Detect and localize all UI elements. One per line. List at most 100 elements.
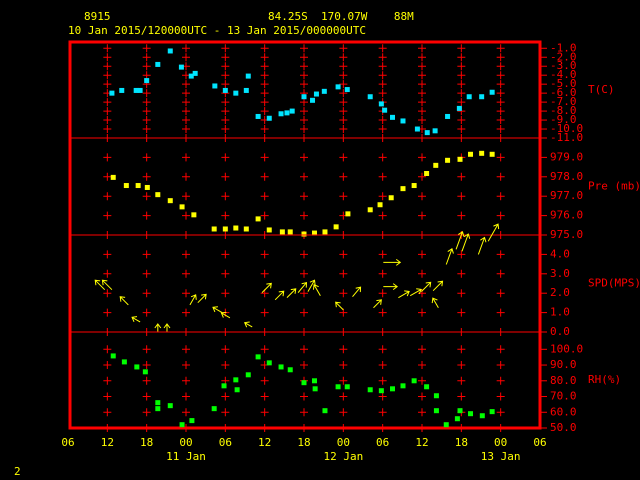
grid-cross	[300, 361, 308, 370]
data-point	[414, 126, 420, 132]
grid-cross	[457, 80, 466, 89]
grid-cross	[260, 71, 269, 80]
grid-cross	[142, 392, 151, 401]
grid-cross	[378, 116, 387, 125]
grid-cross	[339, 116, 348, 125]
data-point	[211, 226, 217, 232]
grid-cross	[260, 192, 269, 201]
grid-cross	[260, 125, 269, 134]
grid-cross	[103, 361, 112, 370]
y-tick-label: -5.0	[550, 77, 577, 90]
grid-cross	[260, 153, 269, 162]
grid-cross	[221, 345, 230, 354]
grid-cross	[182, 80, 190, 89]
grid-cross	[221, 289, 230, 298]
grid-cross	[260, 211, 269, 220]
data-point	[322, 408, 328, 414]
data-point	[245, 73, 251, 79]
data-point	[345, 211, 351, 217]
wind-arrow	[398, 290, 410, 299]
grid-cross	[496, 308, 505, 317]
grid-cross	[142, 211, 151, 220]
data-point	[367, 94, 373, 100]
grid-cross	[339, 125, 348, 134]
data-point	[489, 409, 495, 415]
data-point	[301, 94, 307, 100]
grid-cross	[142, 289, 151, 298]
grid-cross	[418, 80, 426, 89]
grid-cross	[103, 107, 112, 116]
data-point	[189, 418, 195, 424]
grid-cross	[339, 289, 348, 298]
grid-cross	[378, 44, 387, 53]
grid-cross	[221, 62, 230, 71]
data-point	[433, 162, 439, 168]
x-tick-label: 12	[101, 436, 114, 449]
data-point	[135, 183, 141, 189]
wind-arrow	[94, 279, 106, 291]
data-point	[367, 387, 373, 393]
grid-cross	[378, 289, 387, 298]
x-tick-label: 12	[258, 436, 271, 449]
data-point	[443, 422, 449, 428]
grid-cross	[142, 424, 151, 432]
data-point	[110, 174, 116, 180]
grid-cross	[221, 424, 230, 432]
data-point	[479, 94, 485, 100]
grid-cross	[103, 71, 112, 80]
grid-cross	[339, 80, 348, 89]
grid-cross	[339, 71, 348, 80]
grid-cross	[260, 89, 269, 98]
data-point	[311, 378, 317, 384]
data-point	[178, 64, 184, 70]
grid-cross	[418, 53, 426, 62]
wind-arrow	[101, 279, 113, 291]
grid-cross	[103, 308, 112, 317]
grid-cross	[260, 250, 269, 259]
y-tick-label: 975.0	[550, 228, 583, 241]
y-tick-label: 50.0	[550, 421, 577, 434]
data-point	[167, 198, 173, 204]
y-tick-label: -3.0	[550, 59, 577, 72]
data-point	[134, 364, 140, 370]
data-point	[424, 171, 430, 177]
data-point	[255, 354, 261, 360]
grid-cross	[300, 308, 308, 317]
grid-cross	[300, 408, 308, 417]
grid-cross	[339, 361, 348, 370]
grid-cross	[182, 153, 190, 162]
date-label: 13 Jan	[481, 450, 521, 463]
grid-cross	[260, 53, 269, 62]
data-point	[445, 157, 451, 163]
grid-cross	[378, 308, 387, 317]
grid-cross	[260, 408, 269, 417]
grid-cross	[339, 345, 348, 354]
data-point	[367, 207, 373, 213]
grid-cross	[221, 80, 230, 89]
grid-cross	[300, 116, 308, 125]
data-point	[284, 110, 290, 116]
grid-cross	[300, 53, 308, 62]
wind-arrow	[431, 297, 439, 309]
data-point	[301, 380, 307, 386]
data-point	[378, 101, 384, 107]
data-point	[424, 384, 430, 390]
grid-cross	[418, 153, 426, 162]
grid-cross	[142, 98, 151, 107]
data-point	[222, 226, 228, 232]
grid-cross	[457, 392, 466, 401]
grid-cross	[142, 192, 151, 201]
grid-cross	[221, 71, 230, 80]
grid-cross	[103, 211, 112, 220]
grid-cross	[103, 80, 112, 89]
data-point	[388, 195, 394, 201]
data-point	[222, 87, 228, 93]
data-point	[382, 107, 388, 113]
y-tick-label: 0.0	[550, 325, 570, 338]
data-point	[144, 78, 150, 84]
data-point	[133, 87, 139, 93]
grid-cross	[457, 345, 466, 354]
grid-cross	[457, 361, 466, 370]
y-tick-label: -2.0	[550, 50, 577, 63]
wind-arrow	[131, 316, 141, 323]
